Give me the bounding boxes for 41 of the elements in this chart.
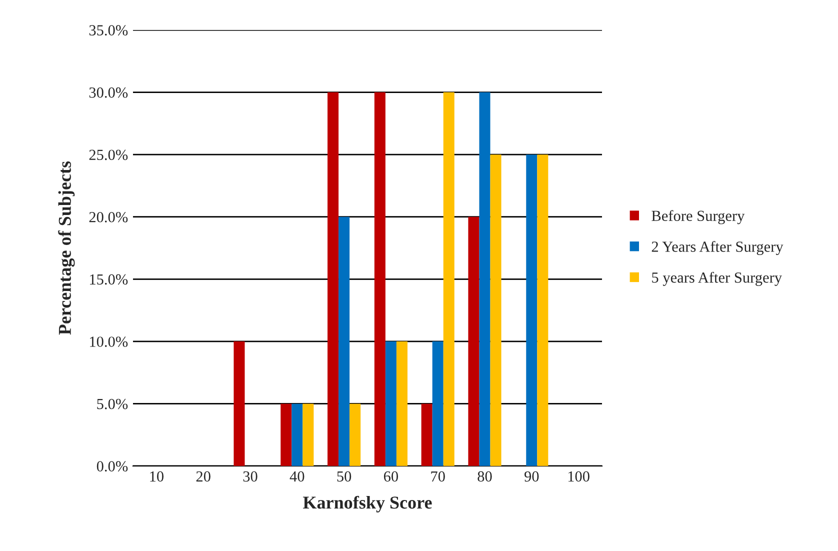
x-tick-label: 30 [243,471,258,482]
bar [292,404,303,466]
legend-label: 5 years After Surgery [652,272,782,286]
bar [385,341,396,466]
bar [374,92,386,466]
bar [421,404,432,466]
y-tick-label: 0.0% [96,461,128,472]
x-tick-label: 90 [524,471,539,482]
x-tick-label: 60 [384,471,398,482]
bar [526,154,538,466]
y-tick-label: 30.0% [89,87,128,98]
bar [479,92,490,466]
x-tick-label: 50 [337,471,352,482]
bar [338,216,350,466]
y-tick-label: 35.0% [89,25,128,36]
bar [328,92,339,466]
bar [302,404,314,466]
bar [490,154,502,466]
bar [234,341,245,466]
x-tick-label: 70 [431,471,445,482]
x-tick-label: 80 [478,471,492,482]
y-tick-label: 15.0% [90,274,128,285]
bar [432,341,444,466]
x-tick-label: 100 [568,471,590,482]
y-tick-label: 10.0% [90,336,128,347]
bar [537,154,548,466]
bar [350,404,361,466]
bar [280,404,292,466]
y-axis-title: Percentage of Subjects [58,161,75,335]
bar [468,216,480,466]
legend-label: 2 Years After Surgery [652,240,784,256]
legend-label: Before Surgery [652,210,745,224]
x-tick-label: 40 [290,471,304,482]
x-tick-label: 20 [196,471,210,482]
y-tick-label: 25.0% [89,150,128,160]
x-tick-label: 10 [150,471,164,482]
y-tick-label: 5.0% [97,398,128,410]
y-tick-label: 20.0% [89,212,128,222]
x-axis-title: Karnofsky Score [303,496,432,512]
bar [443,92,454,466]
bar [396,341,408,466]
